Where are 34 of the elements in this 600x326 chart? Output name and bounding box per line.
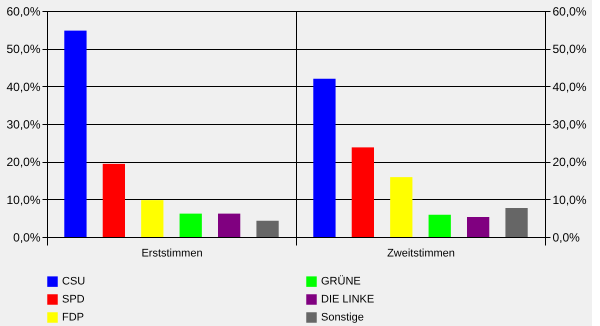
- bar: [466, 217, 490, 237]
- bar: [256, 220, 279, 237]
- bar: [428, 214, 451, 237]
- bar: [505, 208, 528, 237]
- y2-tick-label: 60,0%: [552, 4, 587, 18]
- y2-tick-label: 30,0%: [552, 118, 587, 132]
- bar: [64, 30, 87, 237]
- y-tick-label: 30,0%: [6, 118, 41, 132]
- legend-label: FDP: [62, 312, 84, 324]
- legend-label: CSU: [62, 276, 86, 288]
- bar: [390, 177, 412, 237]
- y2-tick-label: 20,0%: [552, 155, 587, 170]
- y2-tick-label: 40,0%: [552, 80, 587, 94]
- y-tick-label: 50,0%: [6, 42, 41, 56]
- y-tick-label: 60,0%: [6, 4, 41, 18]
- x-tick-label: Erststimmen: [141, 248, 203, 260]
- bar: [102, 164, 126, 237]
- y-tick-label: 20,0%: [6, 155, 41, 170]
- bar: [180, 214, 202, 237]
- bar: [313, 78, 336, 237]
- y2-tick-label: 10,0%: [552, 192, 587, 207]
- legend-label: Sonstige: [321, 312, 364, 324]
- y-tick-label: 0,0%: [13, 230, 41, 244]
- x-tick-label: Zweitstimmen: [387, 248, 455, 260]
- y2-tick-label: 50,0%: [552, 42, 587, 56]
- legend-label: GRÜNE: [321, 274, 361, 288]
- legend-label: DIE LINKE: [321, 294, 374, 306]
- y-tick-label: 40,0%: [6, 80, 41, 94]
- bar: [141, 200, 164, 237]
- y2-tick-label: 0,0%: [552, 230, 580, 244]
- bar: [352, 147, 374, 237]
- y-tick-label: 10,0%: [6, 192, 41, 207]
- bar: [218, 214, 240, 237]
- legend-label: SPD: [62, 294, 85, 306]
